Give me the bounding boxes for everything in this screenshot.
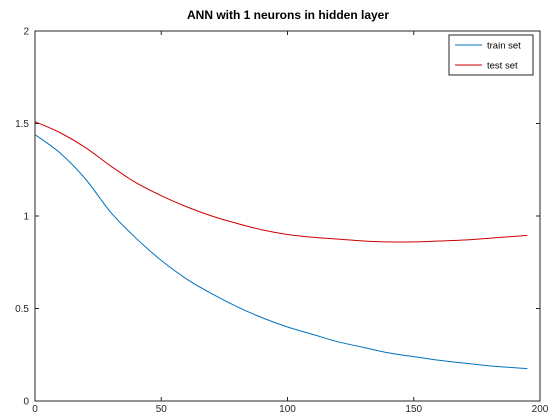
x-tick-label: 0 bbox=[32, 404, 38, 415]
train-set-line bbox=[34, 134, 528, 370]
legend: train set test set bbox=[448, 34, 534, 76]
plot-area-border bbox=[34, 30, 541, 402]
axis-ticks: 0 50 100 150 200 0 0.5 1 1.5 2 bbox=[15, 27, 549, 416]
y-tick-label: 2 bbox=[23, 27, 29, 38]
test-set-line bbox=[34, 121, 528, 243]
x-tick-label: 100 bbox=[279, 404, 296, 415]
train-set-legend-label: train set bbox=[487, 41, 521, 52]
y-tick-label: 0 bbox=[23, 397, 29, 408]
chart-title: ANN with 1 neurons in hidden layer bbox=[187, 8, 389, 22]
x-tick-label: 150 bbox=[405, 404, 422, 415]
y-tick-label: 1.5 bbox=[15, 119, 29, 130]
x-tick-label: 200 bbox=[532, 404, 549, 415]
test-set-legend-label: test set bbox=[487, 61, 518, 72]
x-tick-label: 50 bbox=[156, 404, 168, 415]
y-tick-label: 1 bbox=[23, 212, 29, 223]
y-tick-label: 0.5 bbox=[15, 304, 29, 315]
legend-box bbox=[448, 34, 534, 76]
series-layer bbox=[34, 121, 528, 370]
